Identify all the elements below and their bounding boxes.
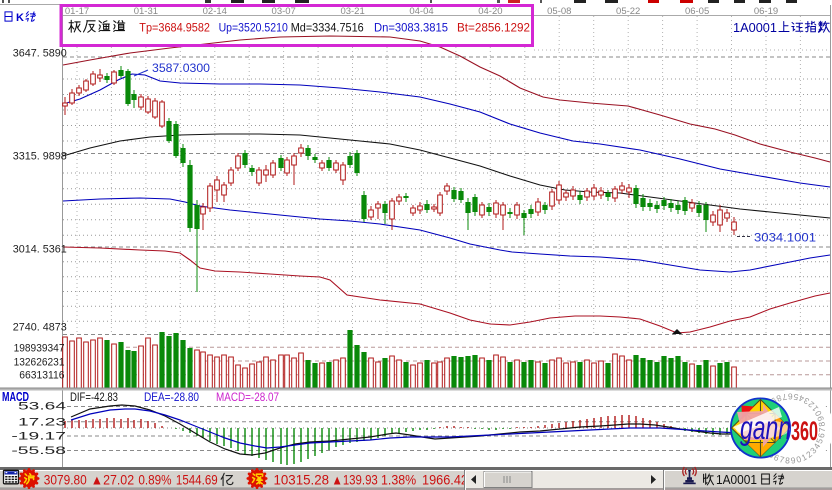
svg-text:1.38%: 1.38%	[381, 473, 416, 488]
svg-text:04-04: 04-04	[409, 6, 433, 17]
svg-text:3647. 5890: 3647. 5890	[13, 47, 67, 59]
svg-text:132626231: 132626231	[14, 357, 65, 369]
svg-text:-19.17: -19.17	[11, 431, 66, 443]
svg-text:66313116: 66313116	[19, 370, 64, 382]
svg-text:10315.28: 10315.28	[274, 473, 330, 488]
svg-text:2740. 4873: 2740. 4873	[13, 322, 67, 334]
svg-text:Up=3520.5210: Up=3520.5210	[219, 21, 288, 35]
svg-text:01-31: 01-31	[134, 6, 158, 17]
svg-text:▲139.93: ▲139.93	[332, 473, 378, 488]
svg-text:1544.69: 1544.69	[176, 473, 218, 488]
svg-text:3079.80: 3079.80	[44, 473, 87, 488]
svg-text:0.89%: 0.89%	[138, 473, 171, 488]
svg-text:MACD: MACD	[2, 389, 29, 404]
svg-text:04-20: 04-20	[478, 6, 502, 17]
svg-text:01-17: 01-17	[65, 6, 89, 17]
svg-text:DIF=-42.83: DIF=-42.83	[70, 392, 118, 404]
svg-text:06-05: 06-05	[685, 6, 709, 17]
svg-text:K: K	[16, 12, 24, 24]
svg-text:MACD=-28.07: MACD=-28.07	[216, 392, 279, 404]
svg-text:05-08: 05-08	[547, 6, 571, 17]
svg-text:-55.58: -55.58	[11, 445, 66, 457]
svg-text:Bt=2856.1292: Bt=2856.1292	[457, 21, 530, 35]
svg-text:1A0001: 1A0001	[733, 21, 777, 35]
svg-text:3315. 9898: 3315. 9898	[13, 150, 67, 162]
svg-text:198939347: 198939347	[14, 343, 65, 355]
svg-text:DEA=-28.80: DEA=-28.80	[144, 392, 199, 404]
svg-text:02-14: 02-14	[203, 6, 227, 17]
svg-text:Md=3334.7516: Md=3334.7516	[291, 21, 364, 35]
svg-text:3034.1001: 3034.1001	[754, 233, 816, 245]
svg-text:Dn=3083.3815: Dn=3083.3815	[374, 21, 448, 35]
svg-text:360: 360	[791, 416, 818, 446]
svg-text:53.64: 53.64	[18, 401, 66, 413]
svg-text:3587.0300: 3587.0300	[152, 61, 210, 75]
svg-text:gann: gann	[740, 409, 791, 446]
svg-text:▲27.02: ▲27.02	[91, 473, 134, 488]
svg-text:03-07: 03-07	[272, 6, 296, 17]
svg-text:1966.42: 1966.42	[422, 473, 468, 488]
svg-text:Tp=3684.9582: Tp=3684.9582	[139, 21, 210, 35]
svg-text:3014. 5361: 3014. 5361	[13, 244, 67, 256]
svg-text:1A0001: 1A0001	[716, 472, 757, 487]
svg-text:06-19: 06-19	[754, 6, 778, 17]
svg-text:03-21: 03-21	[340, 6, 364, 17]
svg-text:17.23: 17.23	[18, 416, 66, 428]
svg-text:05-22: 05-22	[616, 6, 640, 17]
